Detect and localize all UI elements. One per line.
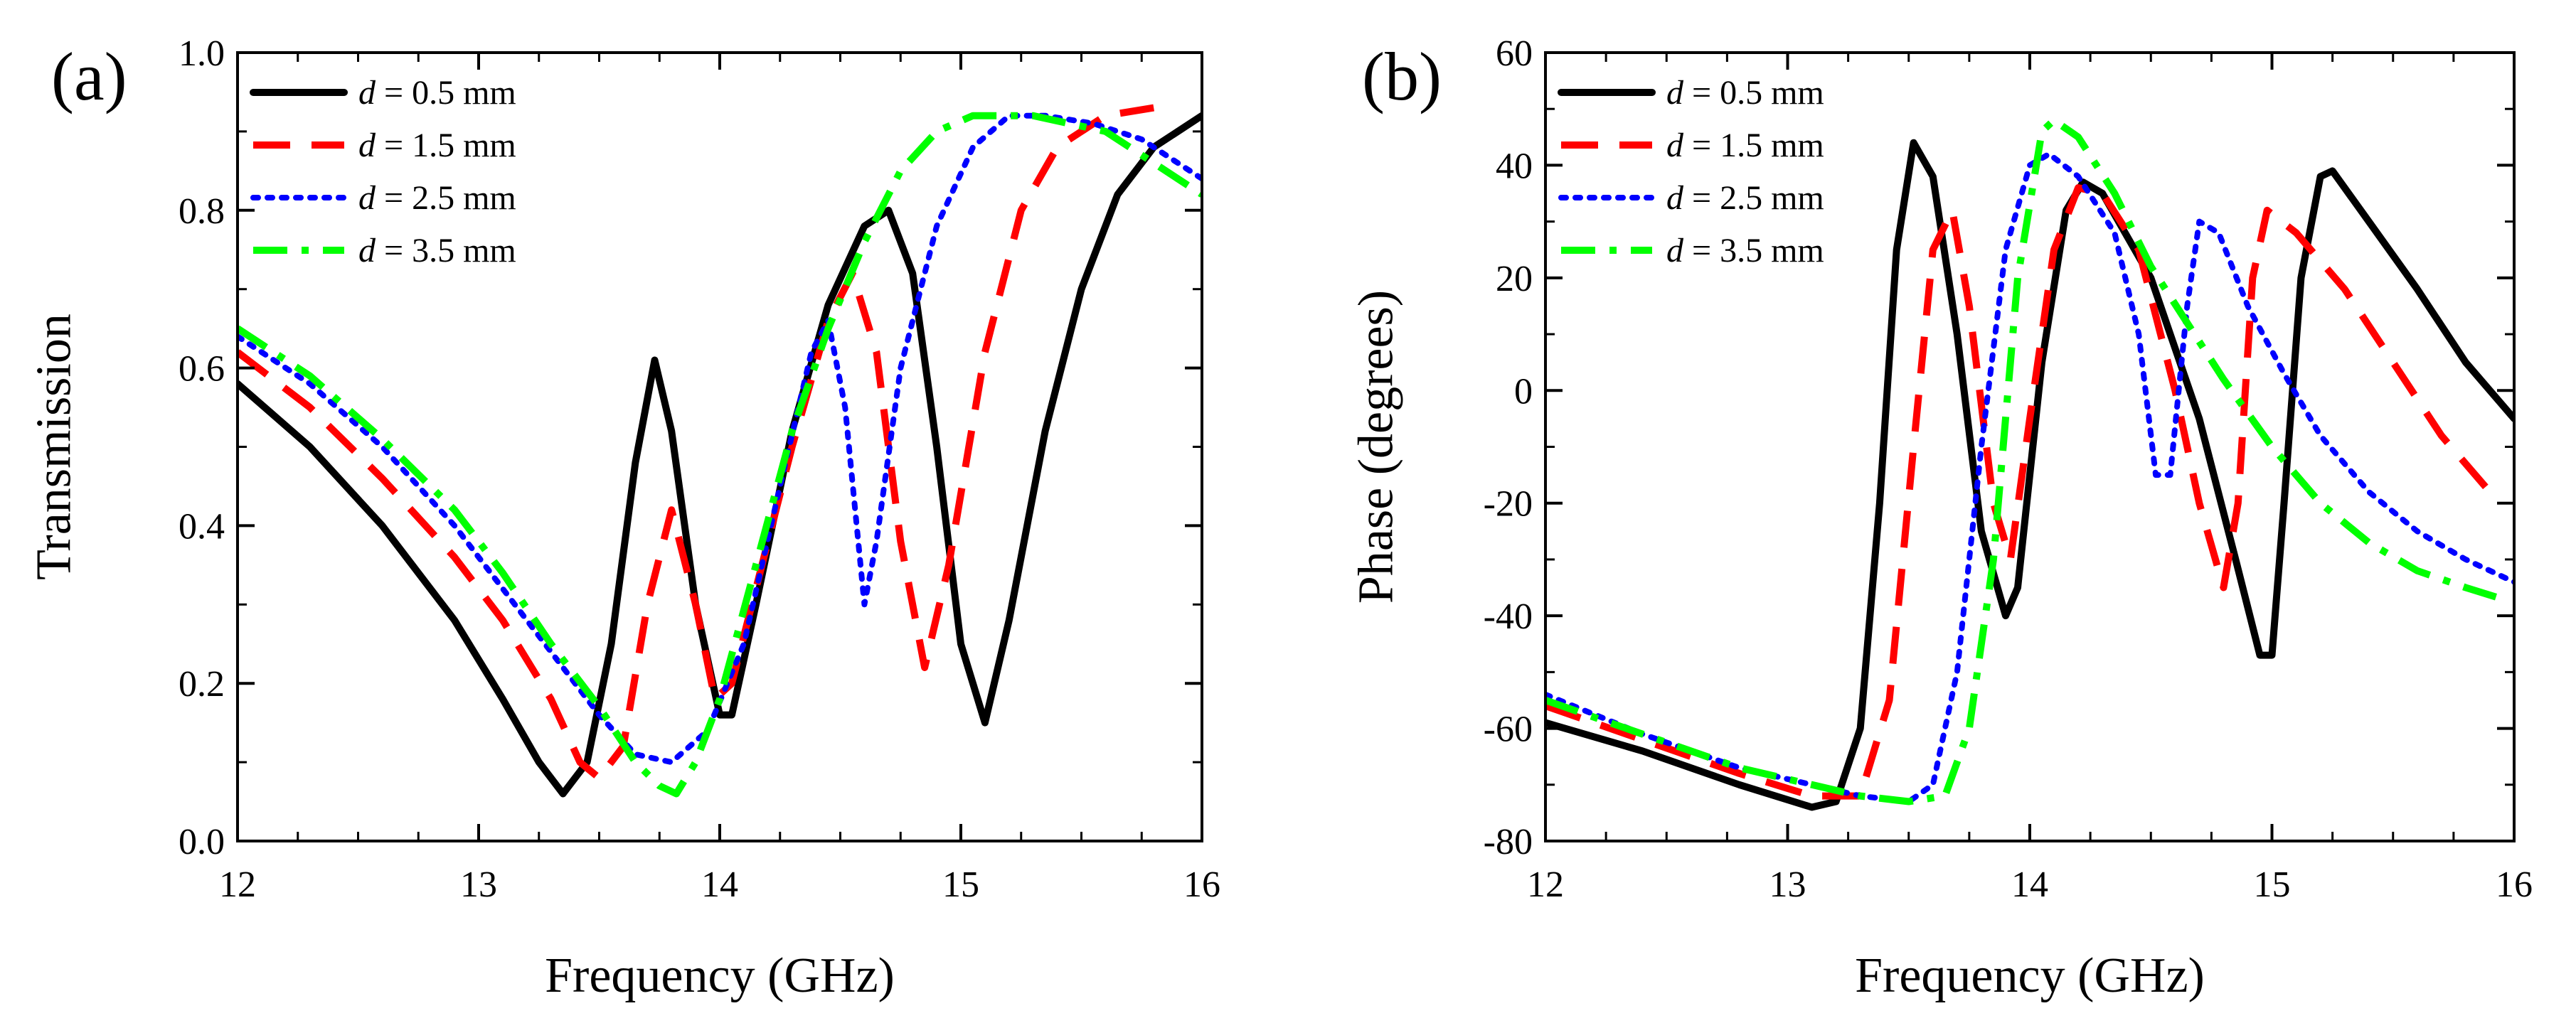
y-tick-label: 0.6 [179, 349, 225, 390]
y-tick-label: 0.4 [179, 506, 225, 547]
panel-label: (a) [51, 38, 127, 114]
y-tick-label: 0 [1514, 371, 1533, 412]
legend-label-3: d = 2.5 mm [358, 179, 516, 217]
x-tick-label: 15 [942, 864, 979, 905]
y-tick-label: 1.0 [179, 33, 225, 74]
x-tick-label: 12 [219, 864, 256, 905]
x-tick-label: 12 [1527, 864, 1564, 905]
series-line-3 [1545, 151, 2514, 805]
y-tick-label: 0.0 [179, 822, 225, 862]
y-axis-label: Phase (degrees) [1349, 290, 1404, 604]
legend-label-4: d = 3.5 mm [1666, 232, 1824, 269]
y-tick-label: 60 [1496, 33, 1533, 74]
series-line-4 [1545, 117, 2503, 805]
panel-label: (b) [1362, 38, 1442, 114]
x-tick-label: 13 [1769, 864, 1806, 905]
y-axis-label: Transmission [27, 314, 82, 580]
series-group [1545, 117, 2514, 811]
legend-label-1: d = 0.5 mm [1666, 74, 1824, 112]
legend: d = 0.5 mm d = 1.5 mm d = 2.5 mm d = 3.5 mm [250, 74, 516, 269]
series-line-3 [238, 112, 1202, 766]
legend-label-2: d = 1.5 mm [358, 127, 516, 164]
y-tick-label: 0.8 [179, 191, 225, 232]
x-tick-label: 13 [460, 864, 497, 905]
y-tick-label: 40 [1496, 146, 1533, 186]
y-tick-label: 0.2 [179, 664, 225, 705]
legend-label-2: d = 1.5 mm [1666, 127, 1824, 164]
x-tick-label: 16 [2496, 864, 2533, 905]
legend-label-1: d = 0.5 mm [358, 74, 516, 112]
series-line-4 [238, 112, 1202, 798]
x-tick-label: 14 [701, 864, 738, 905]
y-tick-label: -20 [1484, 484, 1533, 525]
x-tick-label: 14 [2011, 864, 2048, 905]
series-line-1 [238, 112, 1202, 798]
y-tick-label: -60 [1484, 710, 1533, 750]
x-axis-label: Frequency (GHz) [545, 948, 895, 1003]
y-tick-label: -80 [1484, 822, 1533, 862]
chart-panel-a: 12 13 14 15 16 0.0 0.2 0.4 0.6 0.8 1.0 Frequency (G… [27, 33, 1221, 1003]
legend-label-3: d = 2.5 mm [1666, 179, 1824, 217]
series-group [238, 104, 1202, 798]
chart-panel-b: 12 13 14 15 16 -80 -60 -40 -20 0 20 40 60 Frequency (… [1349, 33, 2533, 1003]
x-tick-label: 16 [1183, 864, 1220, 905]
y-tick-label: 20 [1496, 259, 1533, 299]
x-tick-label: 15 [2254, 864, 2291, 905]
legend: d = 0.5 mm d = 1.5 mm d = 2.5 mm d = 3.5 mm [1558, 74, 1824, 269]
y-tick-label: -40 [1484, 596, 1533, 637]
legend-label-4: d = 3.5 mm [358, 232, 516, 269]
x-axis-label: Frequency (GHz) [1855, 948, 2205, 1003]
series-line-2 [238, 104, 1155, 782]
series-line-2 [1545, 184, 2493, 800]
